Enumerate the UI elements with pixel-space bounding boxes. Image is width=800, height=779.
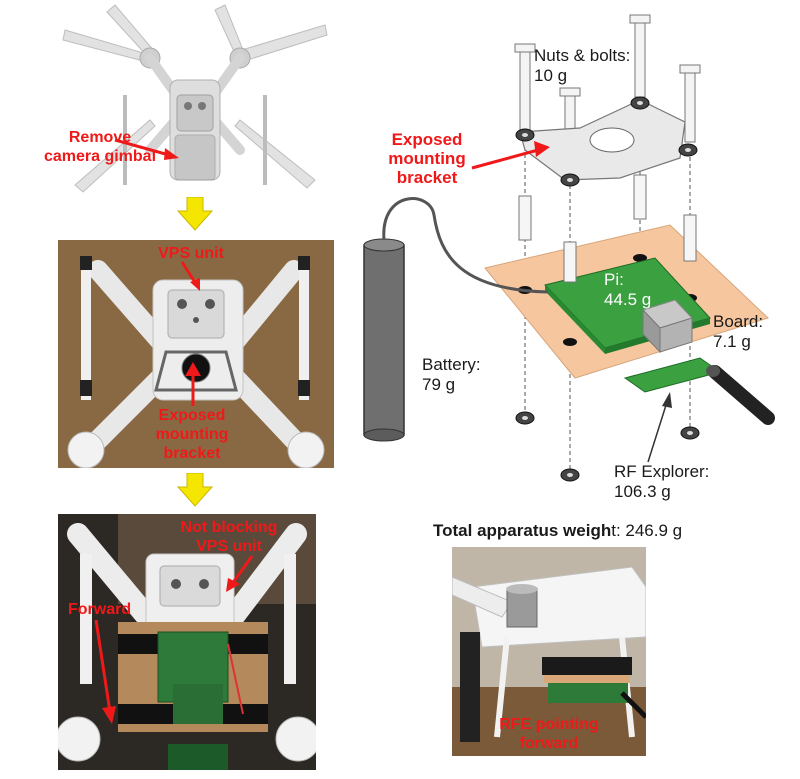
down-arrow-icon [177,473,213,507]
total-weight-bold: Total apparatus weigh [433,521,612,540]
rf-explorer-label: RF Explorer: 106.3 g [614,462,710,501]
nuts-bolts-label: Nuts & bolts: 10 g [534,46,631,85]
exploded-diagram [363,14,775,482]
rfe-pointing-label: RFE pointing forward [499,716,599,752]
down-arrow-icon [177,197,213,231]
total-weight-label: Total apparatus weight: 246.9 g [433,521,682,541]
pointer-arrow-icon [185,362,201,406]
pointer-arrow-icon [180,261,200,291]
rf-explorer [623,357,722,393]
vps-photo: VPS unit Exposed mounting bracket [58,240,334,468]
not-blocking-label: Not blocking VPS unit [180,519,278,555]
forward-label: Forward [68,601,132,618]
pi-component [642,299,693,354]
battery [363,238,405,442]
vps-unit-label: VPS unit [158,245,224,262]
rf-antenna [706,365,775,425]
exposed-bracket-diagram-label: Exposed mounting bracket [388,130,466,187]
battery-label: Battery: 79 g [422,355,481,394]
pointer-arrow-icon [94,619,116,724]
total-weight-rest: t: 246.9 g [611,521,683,540]
spacer-icon [518,174,697,283]
board-label: Board: 7.1 g [713,312,764,351]
rfe-photo: RFE pointing forward [452,547,646,756]
remove-gimbal-label: Remove camera gimbal [43,129,157,165]
mounted-photo: Not blocking VPS unit Forward [58,514,316,770]
pointer-arrow-icon [114,138,170,157]
pointer-arrow-icon [471,148,539,170]
pointer-arrow-icon [647,401,668,463]
drone-top-render [55,0,335,195]
pointer-arrow-icon [226,555,254,592]
bracket-part [519,99,686,181]
exposed-bracket-label: Exposed mounting bracket [155,407,229,462]
pi-label: Pi: 44.5 g [604,270,652,309]
